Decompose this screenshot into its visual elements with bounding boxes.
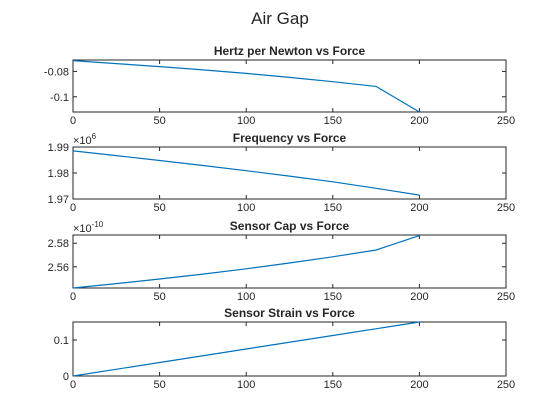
subplot-title: Sensor Strain vs Force <box>224 306 355 320</box>
y-tick-label: 1.99 <box>48 142 69 154</box>
x-tick-label: 0 <box>70 115 76 127</box>
x-tick-label: 250 <box>497 115 515 127</box>
x-tick-label: 150 <box>324 202 342 214</box>
x-tick-label: 200 <box>410 379 428 391</box>
x-tick-label: 250 <box>497 379 515 391</box>
y-tick-label: 2.58 <box>48 238 69 250</box>
axes-box <box>72 59 507 113</box>
y-tick-label: 2.56 <box>48 262 69 274</box>
x-tick-label: 200 <box>410 115 428 127</box>
x-tick-label: 150 <box>324 379 342 391</box>
series-line <box>72 150 420 196</box>
y-tick-label: -0.08 <box>44 66 69 78</box>
subplot-2: Frequency vs Force 0 50 100 150 200 250 1.97 1.9… <box>48 131 516 214</box>
x-tick-label: 50 <box>153 379 165 391</box>
subplot-title: Frequency vs Force <box>233 131 347 145</box>
figure-title: Air Gap <box>251 9 309 28</box>
subplots: Hertz per Newton vs Force 0 50 100 150 200 250… <box>44 44 515 391</box>
y-tick-label: 1.97 <box>48 194 69 206</box>
series-line <box>72 235 420 289</box>
axes-box <box>72 146 507 200</box>
x-tick-label: 50 <box>153 115 165 127</box>
subplot-title: Hertz per Newton vs Force <box>214 44 366 58</box>
x-tick-label: 50 <box>153 202 165 214</box>
x-tick-label: 250 <box>497 202 515 214</box>
y-tick-label: 0.1 <box>54 335 69 347</box>
subplot-1: Hertz per Newton vs Force 0 50 100 150 200 250… <box>44 44 515 127</box>
x-tick-label: 50 <box>153 291 165 303</box>
x-tick-label: 0 <box>70 291 76 303</box>
y-exponent-label: ×10-10 <box>73 220 104 235</box>
x-tick-label: 100 <box>237 291 255 303</box>
subplot-title: Sensor Cap vs Force <box>230 219 350 233</box>
x-tick-label: 0 <box>70 202 76 214</box>
series-line <box>72 60 420 113</box>
x-tick-label: 0 <box>70 379 76 391</box>
x-tick-label: 100 <box>237 115 255 127</box>
y-tick-label: 0 <box>63 371 69 383</box>
y-tick-label: -0.1 <box>50 92 69 104</box>
y-exponent-label: ×106 <box>73 132 97 147</box>
x-tick-label: 150 <box>324 291 342 303</box>
axes-box <box>72 321 507 377</box>
x-tick-label: 100 <box>237 379 255 391</box>
x-tick-label: 250 <box>497 291 515 303</box>
series-line <box>72 321 420 377</box>
axes-box <box>72 234 507 289</box>
x-tick-label: 200 <box>410 291 428 303</box>
subplot-4: Sensor Strain vs Force 0 50 100 150 200 250 0 0.… <box>54 306 515 391</box>
x-tick-label: 100 <box>237 202 255 214</box>
x-tick-label: 200 <box>410 202 428 214</box>
subplot-3: Sensor Cap vs Force 0 50 100 150 200 250 2.56 2.… <box>48 219 516 303</box>
x-tick-label: 150 <box>324 115 342 127</box>
y-tick-label: 1.98 <box>48 168 69 180</box>
